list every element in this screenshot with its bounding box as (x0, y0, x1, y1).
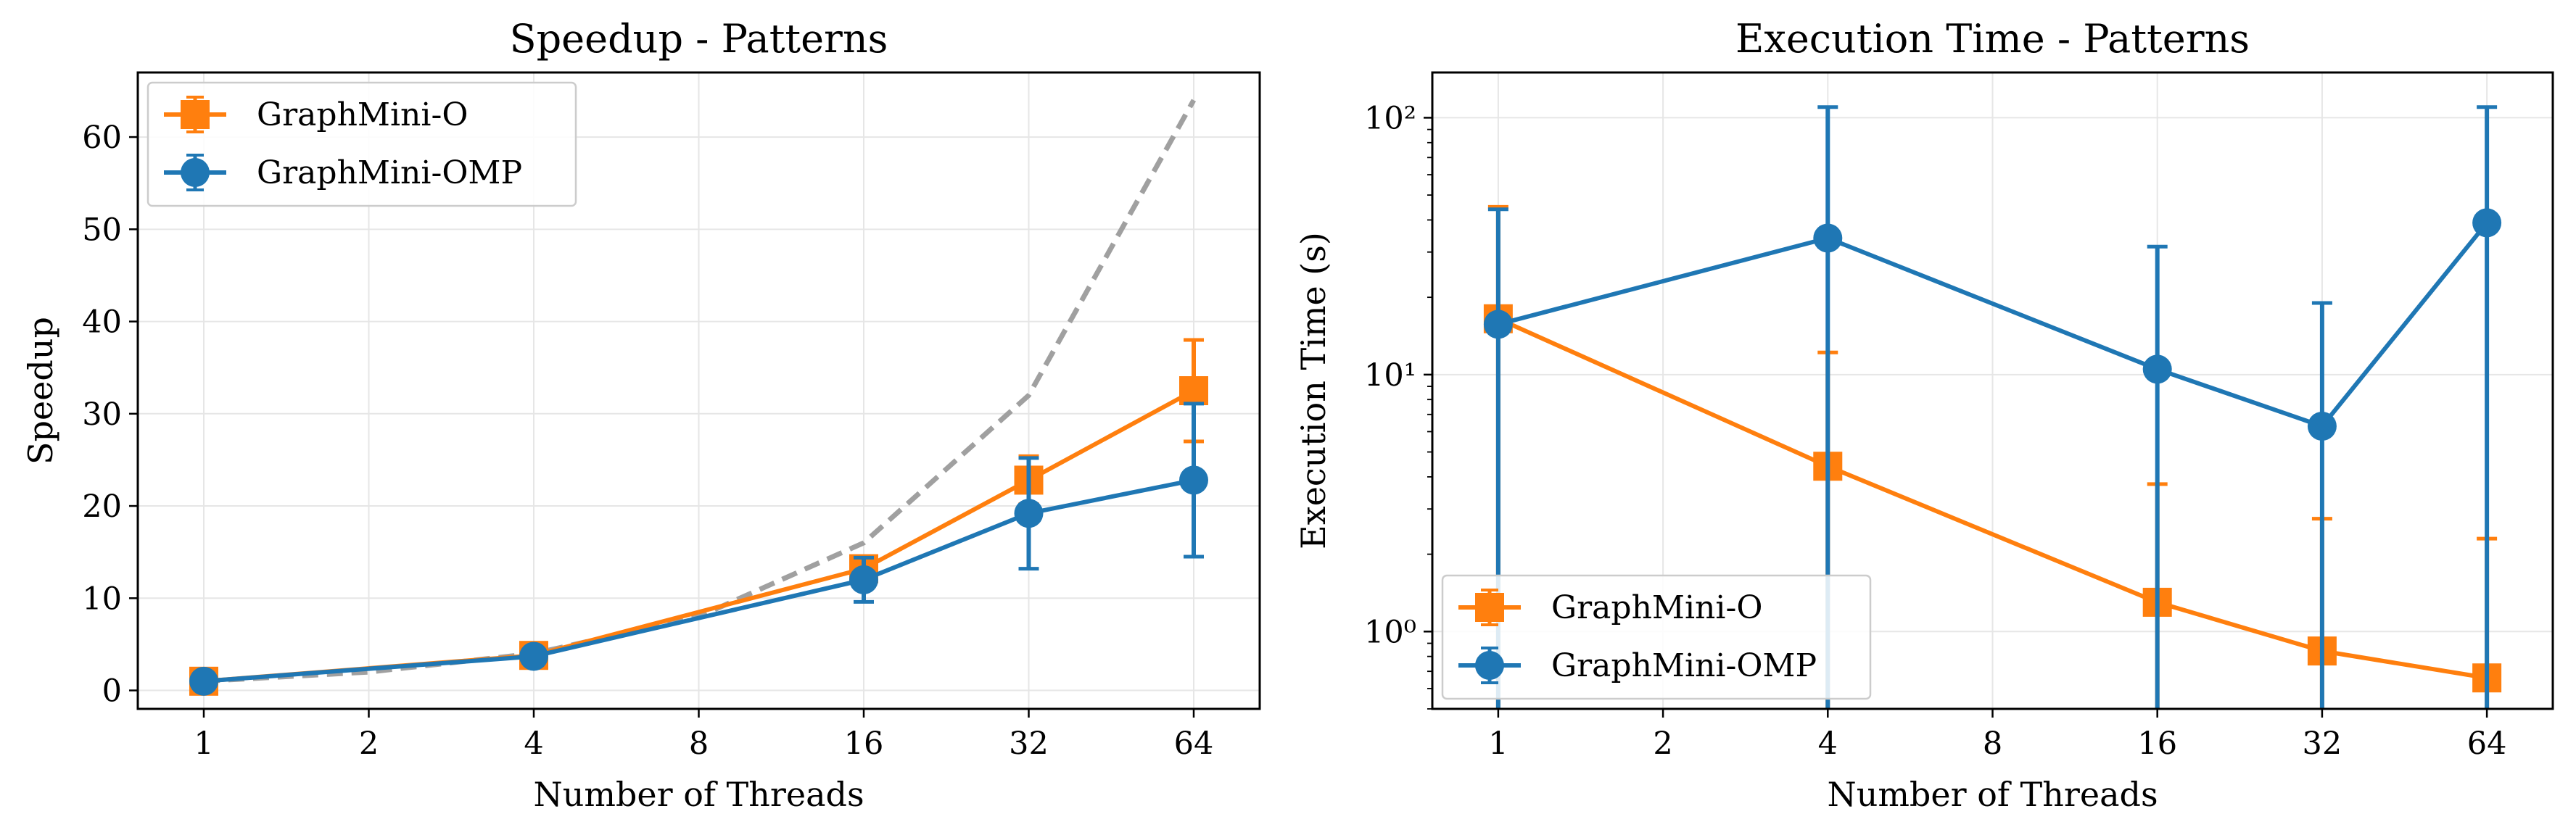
y-tick-label: 30 (82, 396, 122, 433)
y-tick-labels: 0 10 20 30 40 50 60 (82, 120, 138, 710)
x-tick-label: 32 (1009, 726, 1049, 762)
y-tick-label: 40 (82, 304, 122, 341)
legend-label: GraphMini-OMP (1551, 647, 1817, 684)
data-series (189, 338, 1208, 696)
x-tick-label: 16 (2137, 726, 2177, 762)
data-point (189, 666, 218, 696)
y-tick-label: 10¹ (1364, 357, 1416, 394)
y-tick-label: 10 (82, 581, 122, 617)
y-tick-label: 0 (102, 673, 122, 710)
data-point (1179, 465, 1208, 495)
x-tick-label: 8 (689, 726, 709, 762)
y-tick-labels: 10⁰ 10¹ 10² (1364, 100, 1432, 710)
data-point (2472, 208, 2502, 238)
x-tick-label: 4 (524, 726, 543, 762)
x-tick-labels: 1 2 4 8 16 32 64 (1488, 709, 2506, 762)
data-point (1179, 376, 1208, 405)
speedup-chart: 1 2 4 8 16 32 64 0 10 20 30 40 50 60 Speedup - Patte… (21, 16, 1261, 814)
legend-label: GraphMini-O (257, 96, 468, 133)
y-axis-label: Execution Time (s) (1294, 232, 1333, 549)
legend-marker (1475, 651, 1504, 680)
legend: GraphMini-O GraphMini-OMP (1441, 574, 1872, 700)
data-point (519, 641, 548, 671)
x-tick-labels: 1 2 4 8 16 32 64 (194, 709, 1213, 762)
data-point (2142, 354, 2172, 384)
x-tick-label: 8 (1983, 726, 2002, 762)
legend-box (1441, 574, 1872, 700)
legend-marker (181, 158, 210, 187)
y-tick-label: 60 (82, 120, 122, 156)
series-graphmini-omp (189, 402, 1208, 696)
x-tick-label: 32 (2303, 726, 2342, 762)
legend-box (146, 81, 577, 207)
y-axis-label: Speedup (21, 317, 60, 465)
data-point (849, 565, 878, 594)
data-point (1483, 310, 1513, 339)
x-tick-label: 2 (359, 726, 379, 762)
legend: GraphMini-O GraphMini-OMP (146, 81, 577, 207)
x-tick-label: 4 (1818, 726, 1838, 762)
x-tick-label: 1 (1488, 726, 1508, 762)
data-point (2307, 411, 2337, 441)
data-point (1813, 223, 1843, 253)
data-point (1014, 499, 1044, 528)
legend-marker (1475, 593, 1504, 622)
x-tick-label: 2 (1653, 726, 1672, 762)
x-axis-label: Number of Threads (1827, 775, 2158, 814)
x-axis-label: Number of Threads (533, 775, 864, 814)
x-tick-label: 16 (844, 726, 884, 762)
x-tick-label: 64 (2467, 726, 2507, 762)
legend-label: GraphMini-O (1551, 589, 1762, 626)
chart-title: Execution Time - Patterns (1735, 16, 2250, 62)
legend-label: GraphMini-OMP (257, 154, 522, 191)
y-tick-label: 20 (82, 489, 122, 525)
legend-marker (181, 100, 210, 129)
chart-title: Speedup - Patterns (510, 16, 888, 62)
y-tick-label: 10² (1364, 100, 1416, 136)
x-tick-label: 1 (194, 726, 213, 762)
series-graphmini-omp (1483, 105, 2502, 709)
execution-time-chart: 1 2 4 8 16 32 64 10⁰ 10¹ 10² Execution Time - Pa… (1294, 16, 2554, 814)
y-tick-label: 10⁰ (1364, 614, 1416, 650)
x-tick-label: 64 (1174, 726, 1214, 762)
y-tick-label: 50 (82, 212, 122, 248)
data-series (1483, 105, 2502, 709)
